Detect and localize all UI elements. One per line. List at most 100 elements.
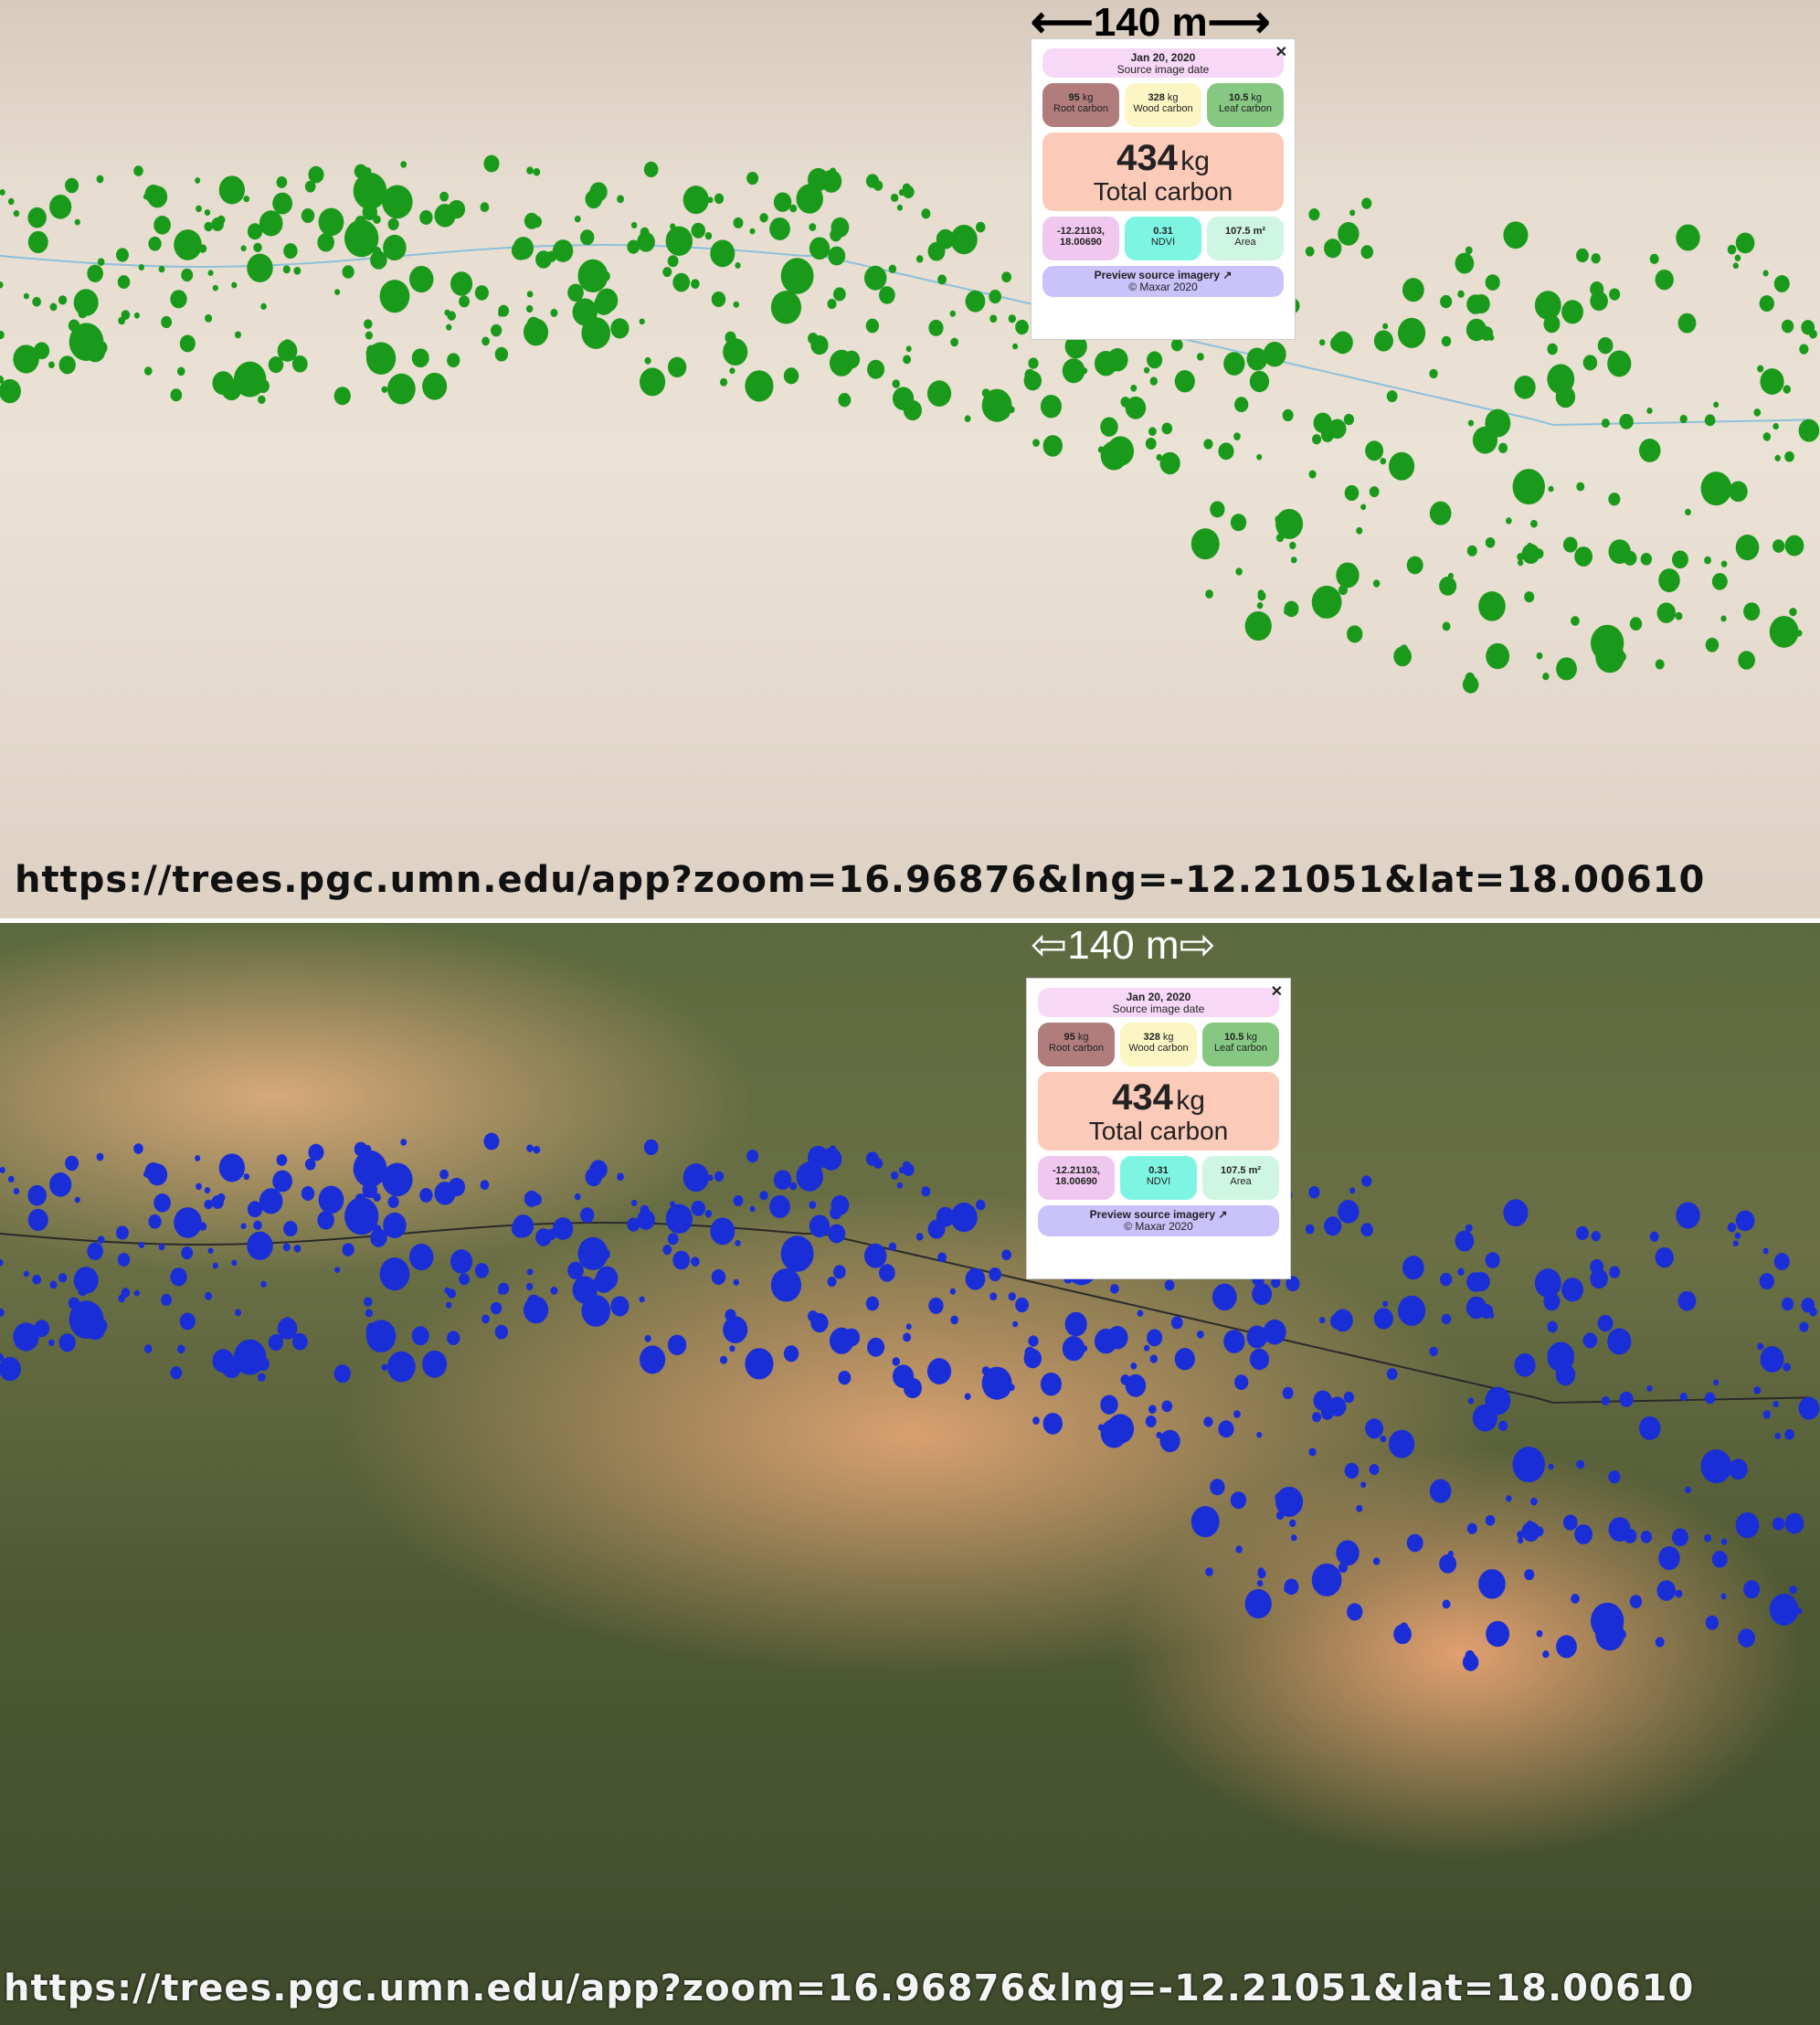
tree-crown	[617, 195, 624, 204]
tree-crown	[333, 1364, 351, 1384]
tree-crown	[879, 1264, 895, 1282]
tree-crown	[888, 1242, 897, 1251]
tree-crown	[577, 1236, 608, 1271]
tree-crown	[1547, 1320, 1558, 1333]
tree-crown	[1524, 591, 1535, 603]
tree-crown	[1406, 1533, 1423, 1553]
tree-crown	[672, 1250, 691, 1270]
tree-crown	[27, 1208, 48, 1231]
river-line	[0, 1221, 1810, 1405]
tree-crown	[526, 1268, 534, 1276]
tree-crown	[1360, 504, 1367, 511]
tree-crown	[13, 1322, 39, 1352]
tree-crown	[13, 345, 39, 374]
tree-crown	[1772, 539, 1785, 553]
tree-crown	[867, 1337, 885, 1357]
tree-crown	[1244, 1588, 1272, 1619]
tree-crown	[450, 271, 473, 296]
tree-crown	[1466, 1296, 1487, 1320]
tree-crown	[831, 1194, 850, 1215]
tree-crown	[1338, 585, 1349, 596]
preview-source-imagery-button[interactable]: Preview source imagery ↗ © Maxar 2020	[1042, 266, 1284, 297]
tree-crown	[949, 310, 956, 317]
tree-crown	[1170, 1316, 1183, 1330]
tree-crown	[533, 1145, 541, 1154]
tree-crown	[362, 1182, 378, 1199]
tree-crown	[97, 1235, 105, 1244]
tree-crown	[13, 1188, 20, 1195]
tree-crown	[1505, 517, 1512, 525]
tree-crown	[1263, 1319, 1286, 1345]
tree-crown	[276, 176, 288, 188]
tree-crown	[1547, 1341, 1575, 1373]
tree-crown	[1762, 432, 1772, 441]
tree-crown	[308, 1143, 324, 1161]
tree-crown	[1609, 288, 1621, 301]
tree-crown	[1441, 335, 1452, 347]
tree-crown	[1429, 1346, 1438, 1357]
tree-crown	[342, 1243, 354, 1256]
tree-crown	[1205, 589, 1213, 599]
tree-crown	[1704, 556, 1711, 565]
tree-crown	[1361, 1175, 1372, 1187]
tree-crown	[1734, 254, 1741, 261]
tree-crown	[630, 1199, 638, 1207]
tree-crown	[234, 1309, 242, 1317]
tree-crown	[1655, 269, 1674, 291]
tree-crown	[1120, 1374, 1131, 1385]
tree-crown	[704, 231, 713, 240]
tree-crown	[1406, 556, 1423, 575]
tree-crown	[1685, 508, 1691, 516]
tree-crown	[1244, 610, 1272, 641]
tree-crown	[379, 280, 410, 313]
tree-crown	[936, 228, 955, 249]
tree-crown	[1398, 317, 1426, 348]
tree-crown	[1148, 1405, 1157, 1414]
close-icon[interactable]: ✕	[1275, 45, 1287, 60]
tree-crown	[1591, 1231, 1601, 1242]
tree-crown	[408, 265, 434, 293]
tree-crown	[1760, 1346, 1784, 1373]
tree-crown	[829, 349, 854, 376]
tree-crown	[204, 1187, 211, 1194]
tree-crown	[1369, 486, 1380, 498]
tree-crown	[1338, 1563, 1349, 1574]
tree-crown	[253, 242, 262, 253]
tree-crown	[447, 1288, 456, 1299]
tree-crown	[905, 345, 912, 353]
tree-crown	[831, 217, 850, 238]
tree-mask-map-panel[interactable]: ⟵ 140 m ⟶ ✕ Jan 20, 2020 Source image date …	[0, 0, 1820, 918]
tree-crown	[1700, 1449, 1732, 1484]
tree-crown	[644, 356, 651, 365]
tree-crown	[526, 166, 534, 175]
tree-crown	[1024, 368, 1035, 381]
tree-crown	[589, 182, 608, 202]
tree-crown	[240, 1223, 247, 1230]
tree-crown	[90, 1328, 97, 1336]
tree-crown	[247, 1201, 263, 1218]
tree-crown	[640, 367, 666, 397]
tree-crown	[879, 286, 895, 304]
preview-source-imagery-button[interactable]: Preview source imagery ↗ © Maxar 2020	[1038, 1205, 1279, 1236]
tree-crown	[989, 1292, 998, 1301]
tree-crown	[23, 292, 29, 300]
tree-crown	[364, 1297, 373, 1307]
tree-crown	[1324, 239, 1342, 259]
tree-crown	[1256, 453, 1263, 461]
tree-crown	[212, 1349, 235, 1373]
tree-crown	[838, 393, 852, 408]
tree-crown	[1738, 651, 1755, 670]
tree-crown	[96, 175, 104, 184]
arrow-right-icon: ⟶	[1207, 0, 1271, 47]
satellite-map-panel[interactable]: ⇦ 140 m ⇨ ✕ Jan 20, 2020 Source image date …	[0, 923, 1820, 2025]
tree-crown	[1218, 1420, 1234, 1438]
tree-crown	[1574, 546, 1593, 567]
tree-crown	[873, 1158, 884, 1169]
tree-crown	[524, 212, 540, 229]
tree-crown	[1640, 1530, 1653, 1543]
tree-crown	[1732, 1240, 1739, 1247]
tree-crown	[1784, 451, 1794, 462]
close-icon[interactable]: ✕	[1270, 984, 1283, 1000]
tree-crown	[1658, 568, 1680, 593]
tree-crown	[1064, 1311, 1087, 1337]
